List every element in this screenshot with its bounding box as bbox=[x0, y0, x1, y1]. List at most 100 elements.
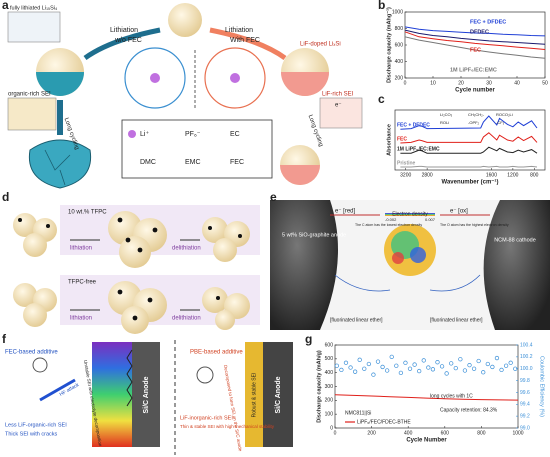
annotation: -CF₃ bbox=[496, 120, 505, 125]
data-point bbox=[481, 370, 486, 375]
data-point bbox=[449, 361, 454, 366]
panel-letter: e bbox=[270, 190, 277, 204]
label: LiF-inorganic-rich SEI bbox=[180, 415, 233, 421]
label: Si/C Anode bbox=[275, 376, 282, 413]
label: Less LiF-organic-rich SEI bbox=[5, 422, 67, 428]
panel-letter: a bbox=[2, 0, 9, 12]
label: Electron density bbox=[392, 211, 428, 217]
label: TFPC-free bbox=[68, 280, 97, 286]
label: [fluorinated linear ether] bbox=[330, 317, 383, 323]
legend-label: EMC bbox=[185, 159, 201, 166]
y-tick-label: 600 bbox=[325, 342, 334, 348]
y-axis-label: Absorbance bbox=[386, 124, 392, 156]
data-point bbox=[430, 367, 436, 372]
data-point bbox=[490, 364, 495, 370]
annotation: ROLi bbox=[440, 120, 449, 125]
x-axis-label: Cycle Number bbox=[406, 438, 447, 444]
x-tick-label: 10 bbox=[430, 80, 436, 86]
x-tick-label: 600 bbox=[441, 430, 450, 436]
y2-tick-label: 99.8 bbox=[520, 378, 530, 384]
x-tick-label: 200 bbox=[367, 430, 376, 436]
series-label: 1M LiPF₆/EC:EMC bbox=[397, 147, 440, 153]
data-point bbox=[407, 366, 413, 371]
x-tick-label: 40 bbox=[514, 80, 520, 86]
label: NCM-88 cathode bbox=[494, 237, 536, 243]
series-line bbox=[404, 31, 546, 50]
label: The O atom has the highest electron dens… bbox=[440, 223, 509, 227]
label: e⁻ bbox=[335, 103, 342, 109]
label: Robust & stable SEI bbox=[251, 373, 257, 418]
series-label: FEC + DFDEC bbox=[397, 123, 430, 129]
y2-tick-label: 99.0 bbox=[520, 425, 530, 431]
legend-label: EC bbox=[230, 131, 240, 138]
data-point bbox=[417, 368, 422, 374]
y-tick-label: 500 bbox=[325, 356, 334, 362]
x-tick-label: 0 bbox=[404, 80, 407, 86]
series-line bbox=[404, 26, 546, 37]
legend-label: Li⁺ bbox=[140, 131, 149, 138]
y2-axis-label: Coulombic Efficiency (%) bbox=[539, 356, 545, 417]
series-label: DFDEC bbox=[470, 29, 489, 35]
x-tick-label: 1600 bbox=[486, 172, 497, 178]
data-point bbox=[421, 358, 426, 363]
series-label: Pristine bbox=[397, 160, 416, 166]
data-point bbox=[343, 360, 349, 365]
annotation: Capacity retention: 84.3% bbox=[440, 407, 498, 413]
label: 5 wt% SiO-graphite anode bbox=[282, 232, 346, 238]
panel-letter: c bbox=[378, 92, 385, 106]
panel-letter: b bbox=[378, 0, 385, 12]
label: With FEC bbox=[230, 37, 260, 44]
panel-letter: f bbox=[2, 332, 7, 346]
series-line bbox=[400, 115, 538, 130]
x-tick-label: 1000 bbox=[512, 430, 523, 436]
panel-d-art bbox=[13, 205, 260, 334]
data-point bbox=[380, 364, 385, 370]
legend-label: DMC bbox=[140, 159, 156, 166]
data-point bbox=[471, 366, 477, 371]
data-point bbox=[513, 366, 518, 371]
data-point bbox=[426, 365, 431, 370]
label: LiF-doped LiₓSi bbox=[300, 42, 341, 48]
panel-a-art bbox=[7, 3, 363, 189]
label: PBE-based additive bbox=[190, 350, 243, 356]
plot-frame bbox=[394, 109, 546, 171]
label: Thin & stable SEI with high mechanical s… bbox=[180, 424, 275, 429]
y-axis-label: Discharge capacity (mAhg⁻¹) bbox=[385, 7, 392, 83]
y-tick-label: 100 bbox=[325, 411, 334, 417]
series-line bbox=[404, 29, 546, 45]
y-tick-label: 0 bbox=[330, 425, 333, 431]
label: [fluorinated linear ether] bbox=[430, 317, 483, 323]
data-point bbox=[412, 362, 417, 367]
annotation: -OPF₂ bbox=[468, 120, 480, 125]
data-point bbox=[485, 361, 490, 367]
data-point bbox=[394, 363, 399, 368]
x-tick-label: 0 bbox=[334, 430, 337, 436]
y-tick-label: 300 bbox=[325, 384, 334, 390]
data-point bbox=[362, 366, 367, 371]
data-point bbox=[352, 369, 358, 374]
label: 0.007 bbox=[425, 217, 436, 222]
y-axis-label: Discharge capacity (mAh/g) bbox=[316, 350, 322, 423]
data-point bbox=[499, 367, 504, 373]
series-line bbox=[400, 132, 538, 144]
label: Lithiation bbox=[110, 27, 138, 34]
x-tick-label: 30 bbox=[486, 80, 492, 86]
series-label: FEC bbox=[470, 47, 481, 53]
label: fully lithiated Li₁₅Si₄ bbox=[10, 5, 58, 11]
annotation: NMC811||Si bbox=[345, 410, 371, 416]
x-axis-label: Cycle number bbox=[455, 88, 495, 94]
data-point bbox=[494, 355, 500, 361]
x-tick-label: 50 bbox=[542, 80, 548, 86]
label: LiF-rich SEI bbox=[322, 92, 354, 98]
y-tick-label: 800 bbox=[395, 26, 404, 32]
series-label: FEC bbox=[397, 136, 407, 142]
data-point bbox=[375, 359, 381, 364]
y2-tick-label: 99.6 bbox=[520, 390, 530, 396]
label: FEC-based additive bbox=[5, 350, 58, 356]
data-point bbox=[366, 361, 372, 367]
x-tick-label: 1200 bbox=[507, 172, 518, 178]
x-tick-label: 20 bbox=[458, 80, 464, 86]
panel-e-art bbox=[270, 200, 550, 330]
y-tick-label: 400 bbox=[395, 59, 404, 65]
